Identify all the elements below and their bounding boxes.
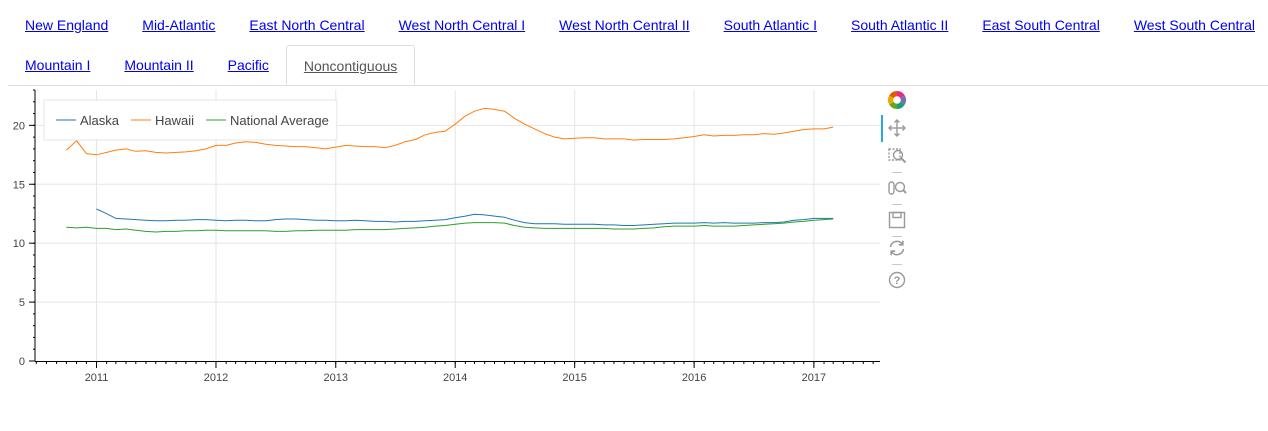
help-icon[interactable]: ? bbox=[885, 268, 909, 292]
reset-icon[interactable] bbox=[885, 236, 909, 260]
x-tick-label: 2012 bbox=[204, 372, 228, 384]
x-tick-label: 2016 bbox=[682, 372, 706, 384]
y-tick-label: 15 bbox=[13, 179, 25, 191]
tab-row-1: New England Mid-Atlantic East North Centra… bbox=[8, 5, 1268, 45]
box-zoom-icon[interactable] bbox=[885, 144, 909, 168]
toolbar-separator bbox=[892, 172, 902, 173]
x-tick-label: 2017 bbox=[802, 372, 826, 384]
series-line-alaska bbox=[96, 208, 834, 226]
y-tick-label: 0 bbox=[19, 356, 25, 368]
tab-east-north-central[interactable]: East North Central bbox=[249, 17, 365, 33]
toolbar-separator bbox=[892, 236, 902, 237]
tab-west-south-central[interactable]: West South Central bbox=[1133, 17, 1255, 33]
tab-pacific[interactable]: Pacific bbox=[227, 57, 269, 73]
price-line-chart[interactable]: 0 5 10 15 20 2011 2012 2013 2014 2015 2016 2017 Ala… bbox=[0, 86, 880, 396]
toolbar-separator bbox=[892, 264, 902, 265]
tab-new-england[interactable]: New England bbox=[25, 17, 109, 33]
y-tick-label: 20 bbox=[13, 120, 25, 132]
tab-mid-atlantic[interactable]: Mid-Atlantic bbox=[142, 17, 216, 33]
legend-box bbox=[43, 99, 338, 141]
x-tick-label: 2015 bbox=[562, 372, 586, 384]
toolbar-separator bbox=[892, 204, 902, 205]
x-tick-label: 2013 bbox=[324, 372, 348, 384]
chart-legend: Alaska Hawaii National Average bbox=[43, 99, 338, 141]
tab-mountain-ii[interactable]: Mountain II bbox=[124, 57, 194, 73]
tab-row-2: Mountain I Mountain II Pacific Noncontiguou… bbox=[8, 45, 416, 85]
wheel-zoom-icon[interactable] bbox=[885, 176, 909, 200]
tab-west-north-central-ii[interactable]: West North Central II bbox=[559, 17, 690, 33]
tab-south-atlantic-i[interactable]: South Atlantic I bbox=[723, 17, 818, 33]
tab-divider bbox=[8, 85, 1268, 86]
bokeh-logo-icon[interactable] bbox=[885, 88, 909, 112]
save-icon[interactable] bbox=[885, 208, 909, 232]
pan-icon[interactable] bbox=[885, 116, 909, 140]
tab-east-south-central[interactable]: East South Central bbox=[982, 17, 1100, 33]
tab-mountain-i[interactable]: Mountain I bbox=[25, 57, 91, 73]
legend-label-national-average: National Average bbox=[230, 113, 329, 128]
tab-south-atlantic-ii[interactable]: South Atlantic II bbox=[851, 17, 949, 33]
svg-text:?: ? bbox=[894, 275, 901, 287]
chart-axes: 0 5 10 15 20 2011 2012 2013 2014 2015 2016 2017 bbox=[13, 89, 880, 384]
tab-west-north-central-i[interactable]: West North Central I bbox=[398, 17, 526, 33]
y-tick-label: 5 bbox=[19, 297, 25, 309]
x-tick-label: 2014 bbox=[443, 372, 467, 384]
series-line-national-average bbox=[66, 218, 834, 233]
active-tool-indicator bbox=[881, 115, 883, 142]
legend-label-hawaii: Hawaii bbox=[155, 113, 194, 128]
region-tab-bar: New England Mid-Atlantic East North Centra… bbox=[8, 5, 1268, 87]
y-tick-label: 10 bbox=[13, 238, 25, 250]
chart-series-lines bbox=[66, 107, 834, 233]
plot-toolbar: ? bbox=[881, 88, 913, 289]
tab-noncontiguous[interactable]: Noncontiguous bbox=[285, 45, 416, 85]
x-tick-label: 2011 bbox=[85, 372, 109, 384]
legend-label-alaska: Alaska bbox=[80, 113, 120, 128]
series-line-hawaii bbox=[66, 107, 834, 156]
